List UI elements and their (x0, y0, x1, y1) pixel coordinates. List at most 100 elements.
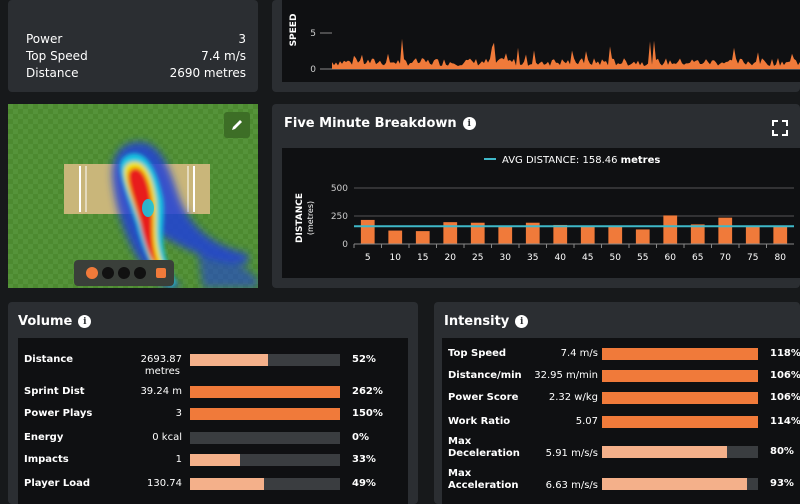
stat-label: Distance (26, 66, 79, 80)
metric-label: Player Load (24, 478, 91, 489)
x-tick-label: 45 (582, 253, 593, 263)
bar-45[interactable] (580, 226, 595, 244)
bar-10[interactable] (388, 230, 403, 244)
x-tick-label: 15 (417, 253, 428, 263)
layer-dot[interactable] (134, 267, 146, 279)
progress-bar (190, 386, 340, 398)
stat-value: 2690 metres (169, 66, 246, 80)
speed-chart: SPEED 5 0 (289, 14, 800, 75)
progress-fill (190, 386, 340, 398)
progress-fill (602, 446, 727, 458)
expand-icon[interactable] (772, 120, 788, 136)
volume-heading: Volume i (18, 314, 92, 329)
x-tick-label: 10 (390, 253, 402, 263)
progress-fill (602, 392, 758, 404)
metric-label: Energy (24, 432, 64, 443)
x-tick-label: 30 (500, 253, 512, 263)
layer-selector (74, 260, 174, 286)
bar-80[interactable] (773, 225, 788, 244)
metric-percent: 114% (770, 416, 800, 427)
progress-fill (602, 370, 758, 382)
metric-label: Power Score (448, 392, 519, 403)
x-tick-label: 70 (720, 253, 732, 263)
stat-distance: Distance 2690 metres (26, 66, 246, 80)
bar-35[interactable] (525, 222, 540, 244)
metric-percent: 106% (770, 370, 800, 381)
bar-60[interactable] (663, 215, 678, 244)
metric-row: Top Speed 7.4 m/s 118% (442, 346, 800, 368)
metric-percent: 150% (352, 408, 383, 419)
stat-power: Power 3 (26, 32, 246, 46)
bar-70[interactable] (718, 217, 733, 244)
progress-bar (602, 348, 758, 360)
bar-65[interactable] (690, 224, 705, 244)
breakdown-ysub: (metres) (306, 201, 315, 235)
lock-icon[interactable] (156, 268, 166, 278)
layer-dot-orange[interactable] (86, 267, 98, 279)
legend-avg-text: AVG DISTANCE: 158.46 metres (502, 155, 660, 166)
info-icon[interactable]: i (78, 315, 92, 328)
x-tick-label: 75 (747, 253, 758, 263)
metric-value: 32.95 m/min (534, 370, 598, 381)
breakdown-chart-area: AVG DISTANCE: 158.46 metres DISTANCE (me… (282, 148, 800, 278)
metric-percent: 0% (352, 432, 369, 443)
metric-percent: 52% (352, 354, 376, 365)
metric-row: Power Plays 3 150% (18, 406, 408, 428)
bar-25[interactable] (470, 222, 485, 244)
breakdown-ylabel: DISTANCE (295, 193, 305, 243)
breakdown-title: Five Minute Breakdown (284, 116, 457, 131)
metric-row: Max Deceleration 5.91 m/s/s 80% (442, 436, 800, 462)
stat-value: 3 (238, 32, 246, 46)
intensity-heading: Intensity i (444, 314, 529, 329)
breakdown-card: Five Minute Breakdown i AVG DISTANCE: 15… (272, 104, 800, 288)
speed-chart-area: SPEED 5 0 (282, 0, 800, 82)
metric-percent: 33% (352, 454, 376, 465)
bar-40[interactable] (553, 224, 568, 244)
bar-75[interactable] (745, 226, 760, 244)
progress-fill (190, 354, 268, 366)
volume-metrics: Distance 2693.87 metres 52% Sprint Dist 39.24… (18, 338, 408, 504)
intensity-card: Intensity i Top Speed 7.4 m/s 118% Distance… (434, 302, 800, 504)
progress-fill (190, 408, 340, 420)
metric-row: Distance 2693.87 metres 52% (18, 352, 408, 377)
metric-value: 39.24 m (140, 386, 182, 397)
metric-label: Work Ratio (448, 416, 511, 427)
info-icon[interactable]: i (515, 315, 529, 328)
x-tick-label: 50 (610, 253, 622, 263)
bar-5[interactable] (360, 219, 375, 244)
metric-row: Energy 0 kcal 0% (18, 430, 408, 452)
y-tick-label: 250 (331, 212, 348, 222)
metric-row: Sprint Dist 39.24 m 262% (18, 384, 408, 406)
edit-button[interactable] (224, 112, 250, 138)
layer-dot[interactable] (118, 267, 130, 279)
metric-label: Max Acceleration (448, 468, 519, 491)
bar-55[interactable] (635, 229, 650, 244)
layer-dot[interactable] (102, 267, 114, 279)
metric-row: Max Acceleration 6.63 m/s/s 93% (442, 468, 800, 494)
x-tick-label: 80 (775, 253, 787, 263)
info-icon[interactable]: i (462, 117, 476, 130)
metric-label: Sprint Dist (24, 386, 85, 397)
metric-row: Player Load 130.74 49% (18, 476, 408, 498)
metric-label: Top Speed (448, 348, 507, 359)
intensity-title: Intensity (444, 314, 510, 329)
metric-percent: 80% (770, 446, 794, 457)
speed-tick-0: 0 (310, 65, 316, 75)
metric-label: Power Plays (24, 408, 93, 419)
progress-fill (602, 478, 748, 490)
x-tick-label: 25 (472, 253, 483, 263)
bar-15[interactable] (415, 231, 430, 244)
x-tick-label: 35 (527, 253, 538, 263)
progress-bar (602, 370, 758, 382)
speed-card: SPEED 5 0 (272, 0, 800, 92)
metric-percent: 262% (352, 386, 383, 397)
bar-20[interactable] (443, 222, 458, 244)
progress-bar (602, 478, 758, 490)
intensity-metrics: Top Speed 7.4 m/s 118% Distance/min 32.95 m/… (442, 338, 800, 504)
bar-30[interactable] (498, 225, 513, 244)
metric-value: 5.07 (575, 416, 598, 427)
stat-top-speed: Top Speed 7.4 m/s (26, 49, 246, 63)
bar-50[interactable] (608, 225, 623, 244)
metric-value: 7.4 m/s (560, 348, 598, 359)
progress-fill (602, 348, 758, 360)
